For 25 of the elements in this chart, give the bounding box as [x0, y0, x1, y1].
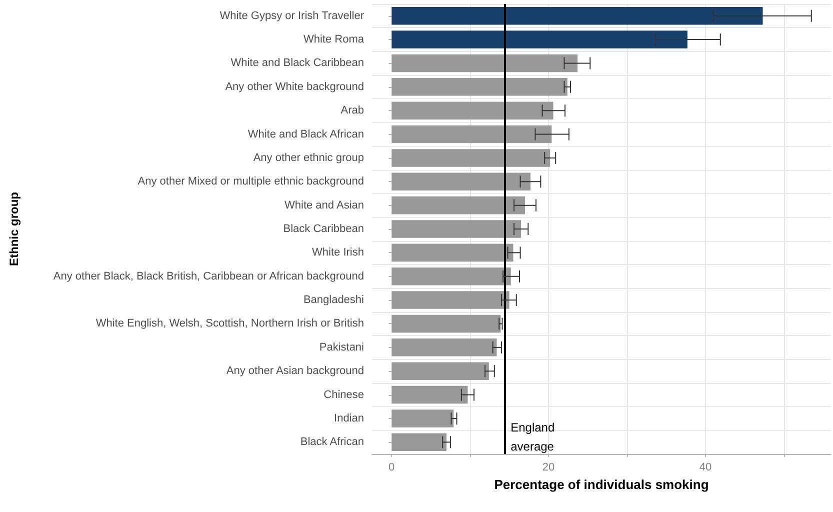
y-tick-label: Any other Black, Black British, Caribbean or African background — [53, 270, 364, 282]
y-tick-label: White Gypsy or Irish Traveller — [220, 10, 364, 22]
y-tick-label: White and Asian — [284, 199, 364, 212]
y-tick-label: White and Black Caribbean — [230, 57, 364, 70]
y-tick-label: Black African — [300, 436, 364, 448]
y-tick-label: Indian — [334, 412, 364, 424]
y-tick-label: Chinese — [324, 388, 364, 401]
y-tick-label: White English, Welsh, Scottish, Northern Irish or British — [96, 318, 364, 330]
y-tick-label: White Irish — [312, 246, 364, 259]
y-tick-label: Any other White background — [225, 80, 364, 93]
x-tick-label: 0 — [388, 462, 395, 474]
y-tick-label: Any other Asian background — [226, 365, 364, 378]
x-axis-title: Percentage of individuals smoking — [494, 476, 709, 492]
y-tick-label: Bangladeshi — [303, 294, 364, 306]
y-tick-label: White and Black African — [248, 128, 364, 140]
y-tick-label: Any other Mixed or multiple ethnic background — [138, 176, 364, 188]
x-tick-label: 20 — [542, 462, 555, 474]
x-tick-label: 40 — [699, 462, 712, 474]
y-tick-label: Pakistani — [319, 341, 364, 354]
y-tick-label: Black Caribbean — [283, 223, 364, 235]
y-tick-label: Arab — [340, 104, 364, 117]
ref-line-label: England average — [510, 420, 558, 454]
y-tick-label: White Roma — [303, 34, 365, 46]
y-axis-title: Ethnic group — [7, 192, 21, 266]
y-tick-label: Any other ethnic group — [253, 152, 364, 164]
